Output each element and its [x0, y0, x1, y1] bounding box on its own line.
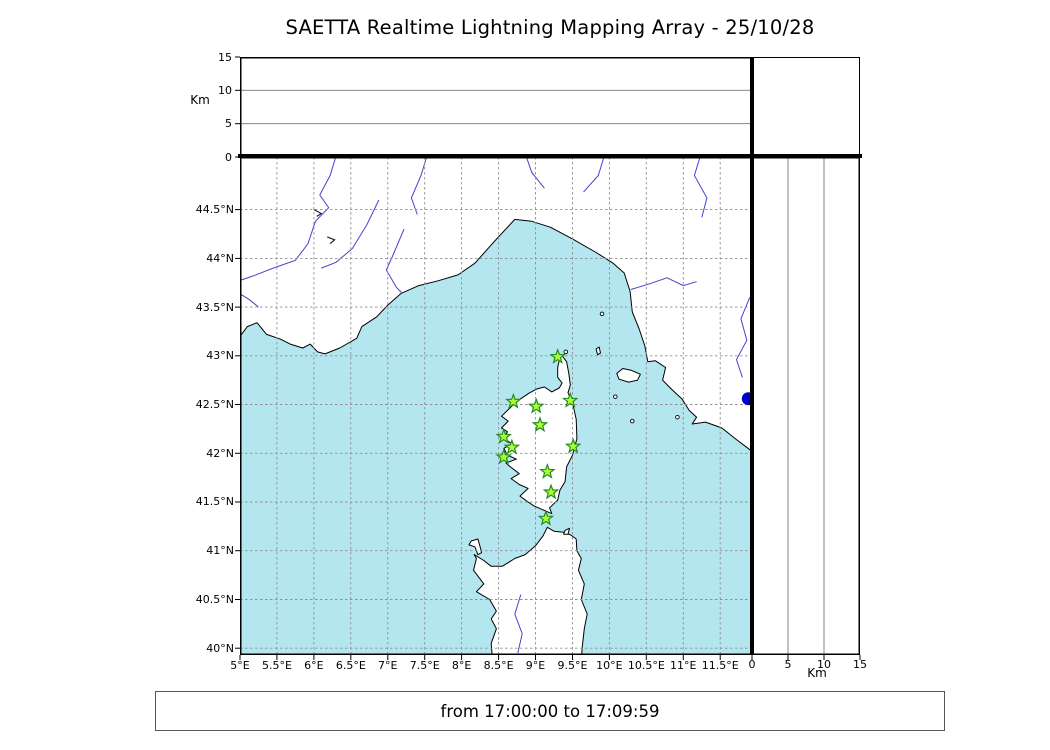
station-star-marker — [539, 463, 556, 479]
station-star-marker — [537, 509, 555, 526]
lat-tick-label: 40.5°N — [195, 592, 234, 606]
lat-tick-label: 43°N — [206, 349, 234, 363]
altitude-tick-label: 5 — [225, 117, 232, 131]
lon-tick-label: 8.5°E — [483, 659, 514, 672]
lon-tick-label: 10°E — [596, 659, 623, 672]
river — [693, 157, 708, 218]
altitude-histogram-box — [752, 57, 860, 157]
lat-tick-label: 43.5°N — [195, 300, 234, 314]
figure-title: SAETTA Realtime Lightning Mapping Array … — [285, 16, 815, 39]
lon-tick-label: 5.5°E — [261, 659, 292, 672]
altitude-tick-label: 0 — [748, 658, 756, 671]
lon-tick-label: 6°E — [304, 659, 324, 672]
time-window-text: from 17:00:00 to 17:09:59 — [440, 701, 660, 721]
landmass — [468, 538, 483, 556]
station-star-marker — [549, 348, 567, 364]
station-star-marker — [527, 397, 545, 414]
axis-divider-vertical — [750, 57, 754, 655]
lat-tick-label: 44°N — [206, 251, 234, 265]
station-star-marker — [505, 392, 522, 409]
islet — [630, 418, 635, 424]
river — [240, 157, 337, 281]
lon-tick-label: 7.5°E — [409, 659, 440, 672]
station-star-marker — [531, 416, 549, 433]
lat-tick-label: 41°N — [206, 544, 234, 558]
river — [385, 228, 405, 294]
station-star-marker — [564, 437, 582, 454]
panel-border — [240, 57, 752, 157]
altitude-axis-unit-top: Km — [190, 93, 210, 107]
map-plot — [235, 157, 752, 660]
lat-tick-label: 42.5°N — [195, 398, 234, 412]
altitude-longitude-panel — [235, 56, 752, 158]
river — [735, 297, 751, 378]
landmass — [595, 346, 601, 356]
river — [583, 157, 605, 193]
lon-tick-label: 6.5°E — [335, 659, 366, 672]
altitude-tick-label: 10 — [218, 83, 232, 97]
altitude-tick-label: 5 — [784, 658, 792, 671]
river — [630, 277, 697, 290]
lon-tick-label: 11°E — [670, 659, 697, 672]
landmass — [473, 526, 588, 655]
islet — [599, 311, 605, 317]
islet — [563, 349, 569, 355]
lat-tick-label: 44.5°N — [195, 203, 234, 217]
station-star-marker — [503, 438, 521, 455]
lon-tick-label: 11.5°E — [701, 659, 739, 672]
lon-tick-label: 8°E — [451, 659, 472, 672]
time-window-box: from 17:00:00 to 17:09:59 — [155, 691, 945, 731]
panel-border — [752, 157, 860, 655]
altitude-latitude-plot — [751, 157, 861, 660]
lon-tick-label: 9°E — [525, 659, 546, 672]
lake — [326, 236, 336, 245]
map-panel — [235, 157, 752, 660]
station-star-marker — [561, 391, 579, 408]
lon-tick-label: 9.5°E — [557, 659, 588, 672]
altitude-tick-label: 10 — [817, 658, 831, 671]
altitude-tick-label: 15 — [218, 50, 232, 64]
landmass — [616, 368, 641, 383]
lat-tick-label: 40°N — [206, 641, 234, 655]
landmass — [563, 527, 570, 535]
lat-tick-label: 42°N — [206, 446, 234, 460]
islet — [613, 394, 618, 399]
altitude-axis-unit-bottom: Km — [807, 666, 827, 680]
altitude-latitude-panel — [751, 157, 861, 660]
lon-tick-label: 10.5°E — [627, 659, 665, 672]
station-star-marker — [542, 483, 560, 500]
altitude-longitude-plot — [235, 56, 752, 158]
lake — [313, 209, 323, 217]
altitude-tick-label: 15 — [853, 658, 867, 671]
axis-divider-horizontal — [238, 154, 862, 158]
river — [514, 594, 523, 654]
lon-tick-label: 7°E — [378, 659, 398, 672]
station-star-marker — [495, 427, 513, 444]
lat-tick-label: 41.5°N — [195, 495, 234, 509]
event-dot-marker — [741, 392, 752, 406]
altitude-tick-label: 0 — [225, 150, 232, 164]
river — [321, 199, 380, 269]
station-star-marker — [495, 448, 513, 465]
lon-tick-label: 5°E — [230, 659, 250, 672]
landmass — [240, 157, 752, 452]
islet — [675, 414, 680, 420]
